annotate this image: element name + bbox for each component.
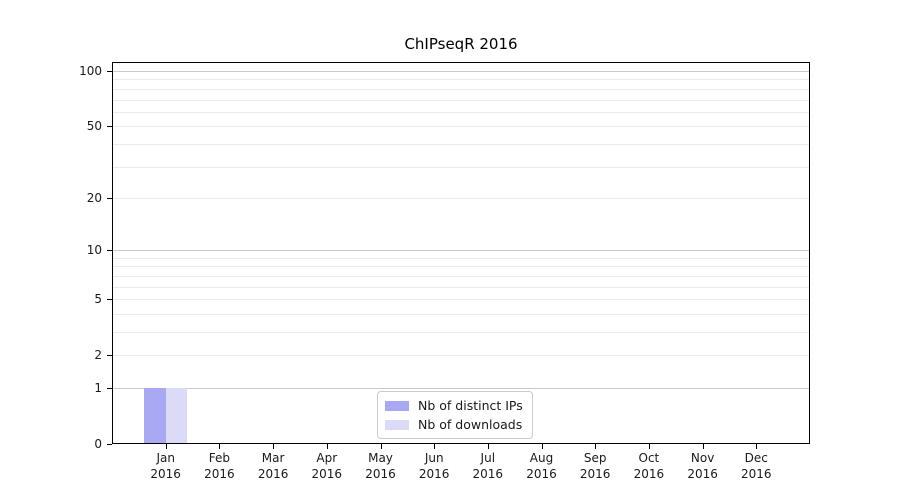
legend-label-downloads: Nb of downloads (418, 417, 523, 432)
x-tick-oct (648, 444, 650, 449)
x-tick-month: Sep (583, 451, 607, 465)
gridline-minor-2 (112, 355, 810, 357)
x-tick-mar (273, 444, 275, 449)
y-tick-label-5: 5 (94, 292, 102, 307)
x-tick-month: Oct (638, 451, 660, 465)
y-tick-5 (107, 299, 112, 301)
x-tick-label-apr: Apr 2016 (295, 450, 359, 482)
x-tick-jan (165, 444, 167, 449)
x-tick-label-sep: Sep 2016 (563, 450, 627, 482)
gridline-minor-30 (112, 166, 810, 168)
bar-nb-of-distinct-ips-jan (144, 388, 166, 444)
x-tick-year: 2016 (633, 467, 665, 481)
x-tick-label-may: May 2016 (349, 450, 413, 482)
y-tick-100 (107, 71, 112, 72)
gridline-minor-60 (112, 111, 810, 113)
y-tick-label-10: 10 (86, 243, 102, 258)
x-tick-year: 2016 (311, 467, 343, 481)
x-tick-year: 2016 (365, 467, 396, 481)
x-tick-year: 2016 (257, 467, 289, 481)
y-tick-10 (107, 250, 112, 252)
y-tick-0 (107, 444, 112, 445)
y-tick-1 (107, 388, 112, 389)
x-tick-year: 2016 (204, 467, 235, 481)
x-tick-year: 2016 (687, 467, 718, 481)
legend: Nb of distinct IPs Nb of downloads (377, 391, 533, 439)
x-tick-year: 2016 (418, 467, 450, 481)
plot-area: Nb of distinct IPs Nb of downloads (112, 62, 810, 444)
x-tick-month: Nov (690, 451, 715, 465)
y-tick-label-1: 1 (94, 381, 102, 395)
x-tick-sep (595, 444, 597, 449)
x-tick-label-oct: Oct 2016 (617, 450, 681, 482)
y-tick-50 (107, 126, 112, 128)
x-tick-month: Dec (744, 451, 768, 465)
gridline-minor-50 (112, 126, 810, 128)
y-tick-2 (107, 355, 112, 357)
gridline-minor-20 (112, 197, 810, 199)
gridline-minor-80 (112, 88, 810, 90)
x-tick-jun (434, 444, 436, 449)
x-tick-month: Feb (208, 451, 231, 465)
x-tick-year: 2016 (526, 467, 557, 481)
y-tick-20 (107, 197, 112, 199)
gridline-minor-7 (112, 275, 810, 277)
x-tick-aug (541, 444, 543, 449)
bar-nb-of-downloads-jan (165, 388, 188, 444)
gridline-minor-90 (112, 79, 810, 81)
x-tick-month: Jul (480, 451, 496, 465)
legend-entry-downloads: Nb of downloads (385, 416, 523, 433)
x-tick-label-dec: Dec 2016 (724, 450, 788, 482)
gridline-minor-8 (112, 266, 810, 268)
x-tick-label-feb: Feb 2016 (187, 450, 251, 482)
gridline-major-1 (112, 388, 810, 389)
legend-label-distinct-ips: Nb of distinct IPs (418, 398, 523, 413)
x-tick-apr (326, 444, 328, 449)
x-tick-label-jan: Jan 2016 (134, 450, 198, 482)
x-tick-nov (702, 444, 704, 449)
legend-swatch-distinct-ips (385, 400, 409, 411)
gridline-minor-5 (112, 299, 810, 301)
x-tick-jul (487, 444, 489, 449)
y-tick-label-50: 50 (86, 119, 102, 134)
gridline-minor-6 (112, 286, 810, 288)
legend-entry-distinct-ips: Nb of distinct IPs (385, 397, 523, 414)
chart-title: ChIPseqR 2016 (404, 35, 518, 53)
gridline-minor-4 (112, 313, 810, 315)
x-tick-month: Apr (316, 451, 338, 465)
x-tick-month: May (368, 451, 393, 465)
x-tick-label-mar: Mar 2016 (241, 450, 305, 482)
y-tick-label-0: 0 (94, 437, 102, 451)
y-tick-label-100: 100 (79, 64, 102, 78)
x-tick-month: Mar (261, 451, 285, 465)
gridline-minor-40 (112, 143, 810, 145)
x-tick-dec (756, 444, 758, 449)
y-tick-label-20: 20 (86, 190, 102, 205)
x-tick-year: 2016 (741, 467, 772, 481)
x-tick-feb (219, 444, 221, 449)
gridline-major-10 (112, 250, 810, 252)
x-tick-year: 2016 (579, 467, 611, 481)
gridline-minor-70 (112, 99, 810, 101)
x-tick-month: Aug (529, 451, 554, 465)
gridline-major-100 (112, 71, 810, 72)
axes-spines (112, 62, 810, 444)
x-tick-month: Jan (156, 451, 175, 465)
legend-swatch-downloads (385, 419, 409, 430)
x-tick-label-nov: Nov 2016 (671, 450, 735, 482)
x-tick-label-aug: Aug 2016 (510, 450, 574, 482)
x-tick-may (380, 444, 382, 449)
gridline-minor-9 (112, 257, 810, 259)
x-tick-label-jul: Jul 2016 (456, 450, 520, 482)
x-tick-label-jun: Jun 2016 (402, 450, 466, 482)
y-tick-label-2: 2 (94, 348, 102, 363)
x-tick-year: 2016 (472, 467, 504, 481)
x-tick-month: Jun (424, 451, 444, 465)
gridline-minor-3 (112, 332, 810, 333)
x-tick-year: 2016 (150, 467, 181, 481)
